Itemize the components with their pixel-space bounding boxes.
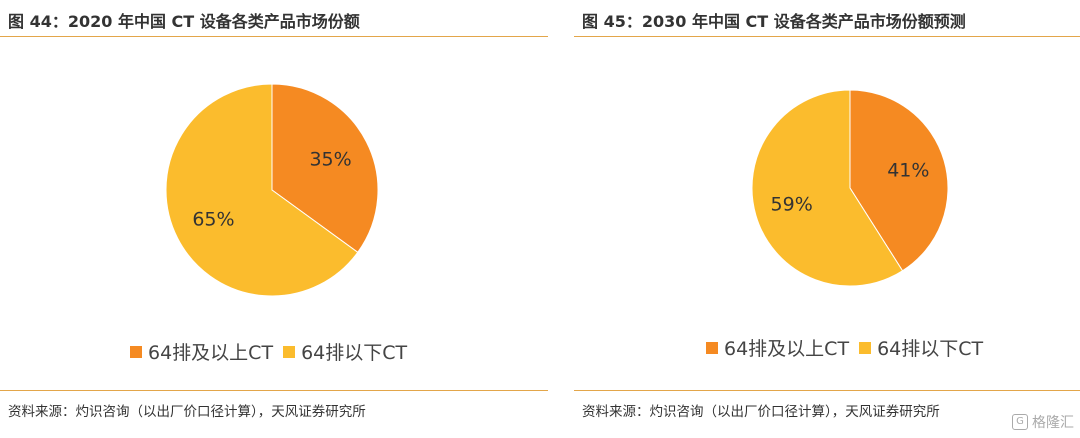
chart-panel-2020: 图 44：2020 年中国 CT 设备各类产品市场份额 35% 65% 64排及以… [0, 12, 548, 420]
chart-source: 资料来源：灼识咨询（以出厂价口径计算），天风证券研究所 [8, 404, 366, 420]
chart-source: 资料来源：灼识咨询（以出厂价口径计算），天风证券研究所 [582, 404, 940, 420]
chart-panel-2030: 图 45：2030 年中国 CT 设备各类产品市场份额预测 41% 59% 64排… [574, 0, 1080, 438]
pie-data-label: 35% [309, 149, 351, 171]
pie-chart-2020: 35% 65% [165, 83, 379, 297]
legend-label: 64排以下CT [877, 338, 984, 360]
legend-item-64-and-above: 64排及以上CT [130, 338, 273, 365]
gelonghui-logo-icon: G [1012, 414, 1028, 430]
legend-swatch-64-and-above [130, 345, 142, 358]
legend-label: 64排以下CT [301, 342, 408, 364]
pie-slice-64-and-above [271, 83, 379, 254]
legend-swatch-64-and-above [706, 341, 718, 354]
chart-title: 图 45：2030 年中国 CT 设备各类产品市场份额预测 [582, 12, 966, 31]
chart-legend: 64排及以上CT 64排以下CT [130, 338, 407, 365]
footer-divider [0, 390, 548, 391]
pie-slice-below-64 [165, 83, 359, 297]
pie-data-label: 59% [771, 193, 813, 215]
legend-item-below-64: 64排以下CT [859, 334, 983, 361]
footer-divider [574, 390, 1080, 391]
pie-chart-2030: 41% 59% [751, 89, 949, 287]
pie-slice-below-64 [751, 89, 904, 287]
watermark: G 格隆汇 [1012, 412, 1074, 432]
legend-swatch-below-64 [859, 341, 872, 354]
pie-data-label: 41% [887, 160, 929, 182]
title-divider [574, 36, 1080, 37]
legend-label: 64排及以上CT [724, 338, 850, 360]
legend-swatch-below-64 [283, 345, 296, 358]
pie-slice-64-and-above [849, 89, 949, 272]
watermark-text: 格隆汇 [1032, 415, 1074, 431]
pie-data-label: 65% [192, 208, 234, 230]
title-divider [0, 36, 548, 37]
chart-legend: 64排及以上CT 64排以下CT [706, 334, 983, 361]
legend-label: 64排及以上CT [148, 342, 274, 364]
chart-title: 图 44：2020 年中国 CT 设备各类产品市场份额 [8, 12, 360, 31]
legend-item-64-and-above: 64排及以上CT [706, 334, 849, 361]
legend-item-below-64: 64排以下CT [283, 338, 407, 365]
